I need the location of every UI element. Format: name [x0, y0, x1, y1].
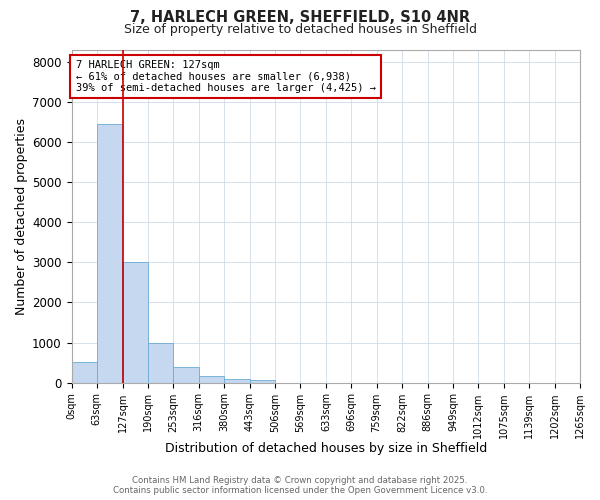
Bar	[97, 124, 122, 382]
Bar	[71, 362, 97, 382]
Bar	[173, 368, 199, 382]
Y-axis label: Number of detached properties: Number of detached properties	[15, 118, 28, 315]
Bar	[224, 378, 250, 382]
Bar	[148, 342, 173, 382]
Text: Size of property relative to detached houses in Sheffield: Size of property relative to detached ho…	[124, 22, 476, 36]
Bar	[250, 380, 275, 382]
Text: 7 HARLECH GREEN: 127sqm
← 61% of detached houses are smaller (6,938)
39% of semi: 7 HARLECH GREEN: 127sqm ← 61% of detache…	[76, 60, 376, 93]
Text: Contains HM Land Registry data © Crown copyright and database right 2025.
Contai: Contains HM Land Registry data © Crown c…	[113, 476, 487, 495]
Text: 7, HARLECH GREEN, SHEFFIELD, S10 4NR: 7, HARLECH GREEN, SHEFFIELD, S10 4NR	[130, 10, 470, 25]
Bar	[199, 376, 224, 382]
X-axis label: Distribution of detached houses by size in Sheffield: Distribution of detached houses by size …	[164, 442, 487, 455]
Bar	[122, 262, 148, 382]
